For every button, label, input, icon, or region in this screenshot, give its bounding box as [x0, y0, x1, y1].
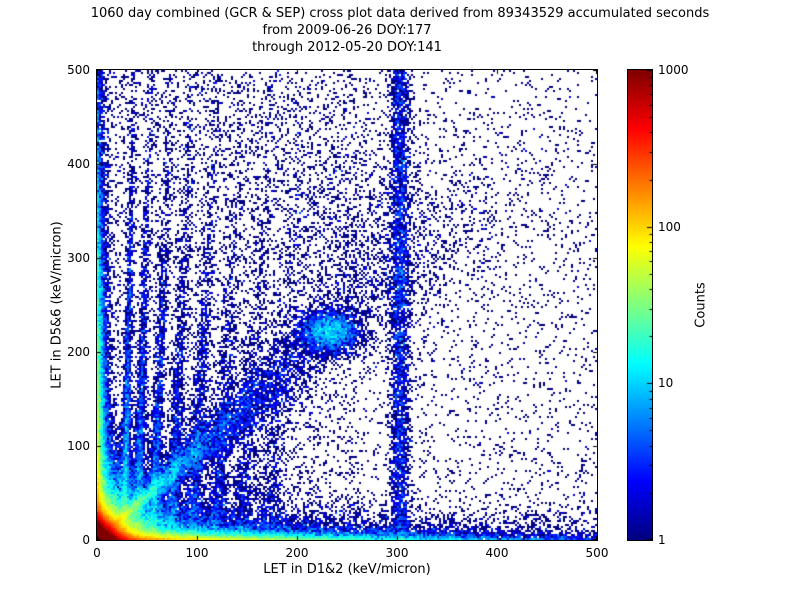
x-tick-label: 300 [385, 546, 409, 560]
y-axis-label: LET in D5&6 (keV/micron) [49, 221, 65, 389]
y-tick-label: 400 [67, 157, 90, 171]
y-tick-label: 300 [67, 251, 90, 265]
y-tick-label: 500 [67, 63, 90, 77]
colorbar-tick-label: 10 [658, 376, 674, 391]
y-tick-label: 100 [67, 439, 90, 453]
plot-area [96, 69, 598, 541]
colorbar-tick-label: 1000 [658, 63, 689, 77]
x-tick-label: 400 [485, 546, 509, 560]
colorbar-tick-label: 100 [658, 219, 681, 234]
x-tick-label: 500 [585, 546, 609, 560]
x-tick-label: 0 [93, 546, 101, 560]
chart-subtitle-through: through 2012-05-20 DOY:141 [252, 40, 442, 55]
x-tick-label: 100 [185, 546, 209, 560]
y-tick-label: 200 [67, 345, 90, 359]
colorbar-gradient-canvas [628, 70, 652, 540]
density-scatter-canvas [97, 70, 597, 540]
x-axis-label: LET in D1&2 (keV/micron) [263, 562, 431, 577]
colorbar [627, 69, 653, 541]
x-tick-label: 200 [285, 546, 309, 560]
chart-subtitle-from: from 2009-06-26 DOY:177 [262, 23, 432, 38]
colorbar-label: Counts [693, 282, 709, 328]
y-tick-label: 0 [82, 533, 90, 547]
chart-title: 1060 day combined (GCR & SEP) cross plot… [90, 6, 710, 21]
colorbar-tick-label: 1 [658, 533, 666, 547]
